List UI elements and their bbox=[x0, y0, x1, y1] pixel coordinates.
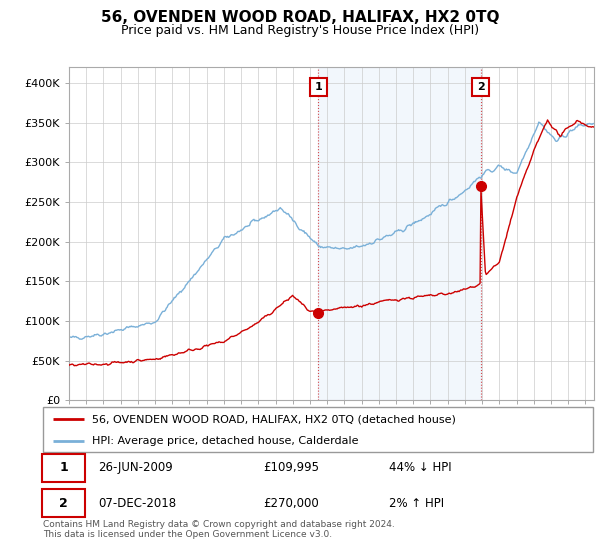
Text: £109,995: £109,995 bbox=[263, 461, 319, 474]
Bar bbox=[319, 67, 481, 400]
Text: 07-DEC-2018: 07-DEC-2018 bbox=[98, 497, 176, 510]
FancyBboxPatch shape bbox=[43, 407, 593, 452]
Text: 26-JUN-2009: 26-JUN-2009 bbox=[98, 461, 173, 474]
Text: 2: 2 bbox=[477, 82, 485, 92]
Text: 56, OVENDEN WOOD ROAD, HALIFAX, HX2 0TQ (detached house): 56, OVENDEN WOOD ROAD, HALIFAX, HX2 0TQ … bbox=[92, 414, 455, 424]
FancyBboxPatch shape bbox=[42, 489, 85, 517]
Text: £270,000: £270,000 bbox=[263, 497, 319, 510]
Text: 56, OVENDEN WOOD ROAD, HALIFAX, HX2 0TQ: 56, OVENDEN WOOD ROAD, HALIFAX, HX2 0TQ bbox=[101, 10, 499, 25]
Text: HPI: Average price, detached house, Calderdale: HPI: Average price, detached house, Cald… bbox=[92, 436, 358, 446]
Text: 44% ↓ HPI: 44% ↓ HPI bbox=[389, 461, 452, 474]
Text: 1: 1 bbox=[59, 461, 68, 474]
Text: 2: 2 bbox=[59, 497, 68, 510]
Text: Contains HM Land Registry data © Crown copyright and database right 2024.
This d: Contains HM Land Registry data © Crown c… bbox=[43, 520, 395, 539]
FancyBboxPatch shape bbox=[42, 454, 85, 482]
Text: 2% ↑ HPI: 2% ↑ HPI bbox=[389, 497, 445, 510]
Text: Price paid vs. HM Land Registry's House Price Index (HPI): Price paid vs. HM Land Registry's House … bbox=[121, 24, 479, 36]
Text: 1: 1 bbox=[314, 82, 322, 92]
